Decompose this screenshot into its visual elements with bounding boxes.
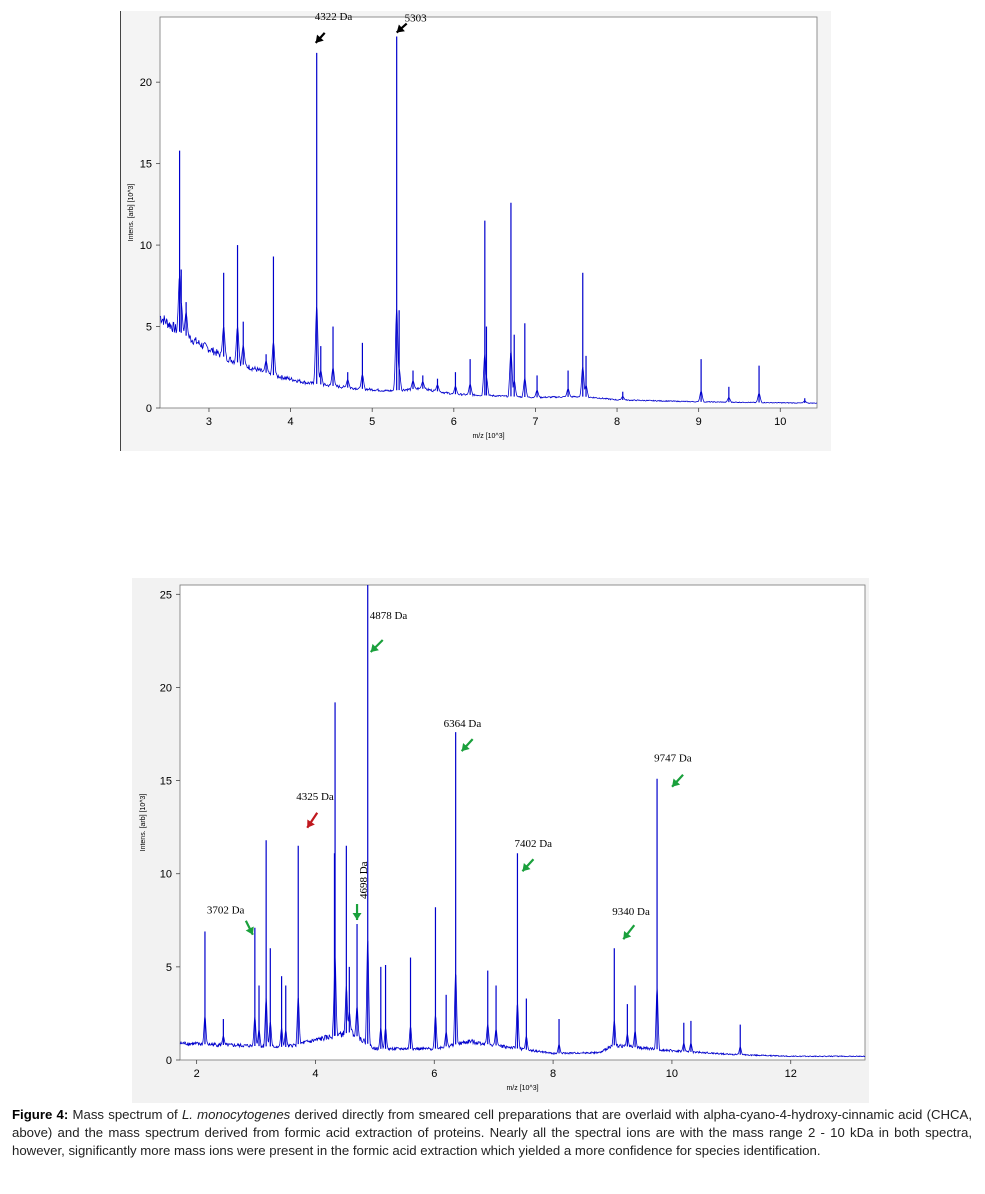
annotation-label-0: 3702 Da [207,905,245,917]
y-tick-label-5: 25 [160,589,172,601]
caption-species: L. monocytogenes [181,1107,291,1122]
annotation-0: 4322 Da [315,11,353,44]
x-tick-label-5: 8 [614,416,620,428]
plot-area [159,16,818,409]
x-axis-label: m/z [10^3] [472,433,504,440]
x-tick-label-2: 6 [431,1068,437,1080]
x-tick-label-0: 2 [194,1068,200,1080]
annotation-label-1: 5303 [405,13,428,25]
x-axis-label: m/z [10^3] [506,1085,538,1092]
x-tick-label-3: 8 [550,1068,556,1080]
y-tick-label-0: 0 [146,403,152,415]
annotation-label-3: 4878 Da [370,610,408,622]
y-tick-label-1: 5 [166,962,172,974]
y-tick-label-3: 15 [160,776,172,788]
annotation-3: 4878 Da [370,610,408,653]
annotation-arrowhead-1 [396,24,405,33]
x-tick-label-0: 3 [206,416,212,428]
annotation-arrowhead-4 [461,742,470,752]
annotation-arrowhead-6 [623,930,632,940]
y-axis-label: Intens. [arb] [10^3] [140,794,147,852]
annotation-label-7: 9747 Da [654,753,692,765]
x-tick-label-2: 5 [369,416,375,428]
spectrum-chart-chca: 3 4 5 6 7 8 9 10 0 5 10 15 20 m/z [10^3] Intens. [arb]… [120,11,832,456]
x-tick-label-4: 10 [666,1068,678,1080]
spectrum-chart-formic-acid-svg: 2 4 6 8 10 12 0 5 10 15 20 25 m/z [10^3] Intens. [arb… [132,578,869,1103]
annotation-arrowhead-0 [315,34,324,43]
x-tick-label-5: 12 [785,1068,797,1080]
annotation-label-4: 6364 Da [444,718,482,730]
annotation-label-0: 4322 Da [315,11,353,23]
annotation-arrowhead-1 [307,819,315,828]
annotation-6: 9340 Da [612,906,650,940]
spectrum-chart-formic-acid: 2 4 6 8 10 12 0 5 10 15 20 25 m/z [10^3] Intens. [arb… [132,578,869,1108]
y-tick-label-4: 20 [140,77,152,89]
annotation-4: 6364 Da [444,718,482,752]
x-tick-label-6: 9 [696,416,702,428]
annotation-label-2: 4698 Da [358,861,370,899]
annotation-0: 3702 Da [207,905,254,936]
spectrum-trace [159,275,818,404]
plot-area [179,584,866,1061]
annotation-arrowhead-5 [522,863,531,872]
x-tick-label-4: 7 [532,416,538,428]
y-tick-label-2: 10 [140,240,152,252]
annotation-7: 9747 Da [654,753,692,788]
caption-text-before: Mass spectrum of [68,1107,182,1122]
spectrum-trace [179,940,866,1058]
annotation-1: 5303 [395,13,428,34]
annotation-arrowhead-7 [672,778,681,787]
annotation-1: 4325 Da [296,791,334,829]
spectrum-chart-chca-svg: 3 4 5 6 7 8 9 10 0 5 10 15 20 m/z [10^3] Intens. [arb]… [120,11,831,451]
annotation-arrowhead-0 [245,926,254,935]
x-tick-label-3: 6 [451,416,457,428]
annotation-5: 7402 Da [514,838,552,872]
annotation-arrowhead-2 [352,913,362,921]
y-tick-label-2: 10 [160,869,172,881]
y-tick-label-3: 15 [140,159,152,171]
y-tick-label-0: 0 [166,1055,172,1067]
x-tick-label-1: 4 [312,1068,318,1080]
y-tick-label-4: 20 [160,682,172,694]
annotation-label-6: 9340 Da [612,906,650,918]
annotation-arrowhead-3 [370,643,379,652]
annotation-label-5: 7402 Da [514,838,552,850]
y-axis-label: Intens. [arb] [10^3] [128,184,135,242]
caption-text-after: derived directly from smeared cell prepa… [12,1107,972,1158]
caption-label: Figure 4: [12,1107,69,1122]
x-tick-label-7: 10 [774,416,786,428]
x-tick-label-1: 4 [288,416,294,428]
annotation-2: 4698 Da [352,861,370,921]
annotation-label-1: 4325 Da [296,791,334,803]
figure-caption: Figure 4: Mass spectrum of L. monocytoge… [12,1106,972,1160]
y-tick-label-1: 5 [146,322,152,334]
